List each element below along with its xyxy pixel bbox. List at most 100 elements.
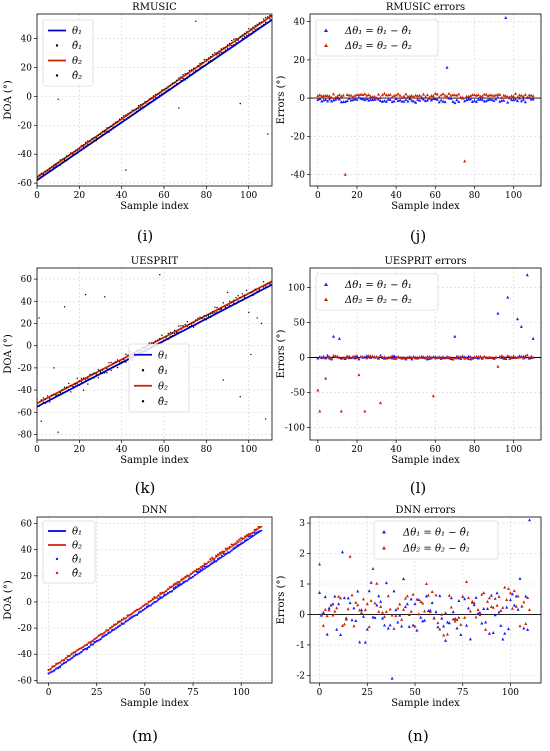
data-point [120,117,123,119]
data-point [455,617,459,621]
data-point [516,99,520,103]
data-point [404,356,408,360]
data-point [470,99,474,103]
data-point [212,60,214,62]
data-point [131,109,133,112]
data-point [112,366,114,368]
data-point [470,93,474,97]
data-point [182,581,185,584]
data-point [122,617,125,620]
x-tick-label: 80 [201,445,213,455]
data-point [394,608,398,612]
data-point [396,606,400,610]
y-tick-label: 20 [21,572,33,582]
data-point [422,97,426,101]
data-point [444,611,448,615]
y-tick-label: 100 [288,284,305,294]
data-point [60,663,64,666]
data-point [375,96,379,100]
data-point [347,96,351,100]
data-point [488,355,492,359]
data-point [414,93,418,97]
data-point [171,86,174,88]
data-point [118,360,121,363]
data-point [123,358,125,361]
data-point [457,354,461,358]
data-point [398,98,402,102]
data-point [318,355,322,359]
data-point [114,361,117,363]
data-point [76,648,79,652]
x-tick-label: 100 [240,445,257,455]
data-point [517,93,521,97]
data-point [40,172,42,175]
panel-k: 0 20 40 60 80 100 -80 -60 -40 -20 0 20 40 60 UESPRIT Sa… [3,256,273,497]
series-4 [47,525,262,672]
data-point [180,79,182,82]
data-point [49,668,52,671]
data-point [82,146,85,148]
data-point [112,126,114,128]
panel-letter: (n) [407,727,428,745]
data-point [388,355,392,359]
data-point [80,377,83,380]
data-point [211,561,214,564]
data-point [216,557,220,560]
data-point [199,62,201,65]
plot-area [316,16,535,176]
data-point [424,95,427,99]
data-point [136,608,139,611]
legend-swatch [382,546,386,550]
data-point [327,608,331,612]
x-tick-label: 0 [46,688,52,698]
data-point [396,355,400,359]
data-point [453,356,457,360]
x-tick-label: 50 [409,688,421,698]
data-point [252,26,254,28]
data-point [413,602,417,606]
data-point [82,377,85,379]
data-point [415,597,419,601]
data-point [148,101,150,104]
series-1 [318,518,532,680]
data-point [116,359,119,361]
data-point [507,586,511,590]
data-point [201,317,203,319]
data-point [402,94,406,98]
data-point [87,641,91,644]
data-point [213,557,216,561]
data-point [337,336,341,340]
data-point [203,58,205,61]
data-point [241,37,244,39]
data-point [444,638,448,642]
data-point [120,622,123,625]
data-point [38,178,40,180]
data-point [512,98,516,102]
data-point [323,595,327,599]
data-point [243,32,246,35]
data-point [472,603,476,607]
data-point [124,620,127,623]
data-point [57,667,60,670]
data-point [415,628,419,632]
data-point [512,354,516,358]
data-point [449,605,453,609]
series-2 [316,353,535,413]
data-point [199,321,201,323]
data-point [250,28,252,30]
data-point [259,525,262,529]
y-tick-label: -40 [18,150,33,160]
data-point [182,77,184,80]
data-point [390,613,394,617]
data-point [329,603,333,607]
data-point [68,158,70,160]
data-point [195,20,197,22]
data-point [226,47,229,49]
data-point [143,607,146,610]
data-point [519,354,523,358]
x-tick-label: 100 [240,191,257,201]
data-point [476,608,480,612]
data-point [497,594,501,598]
data-point [502,93,506,97]
data-point [182,577,185,580]
